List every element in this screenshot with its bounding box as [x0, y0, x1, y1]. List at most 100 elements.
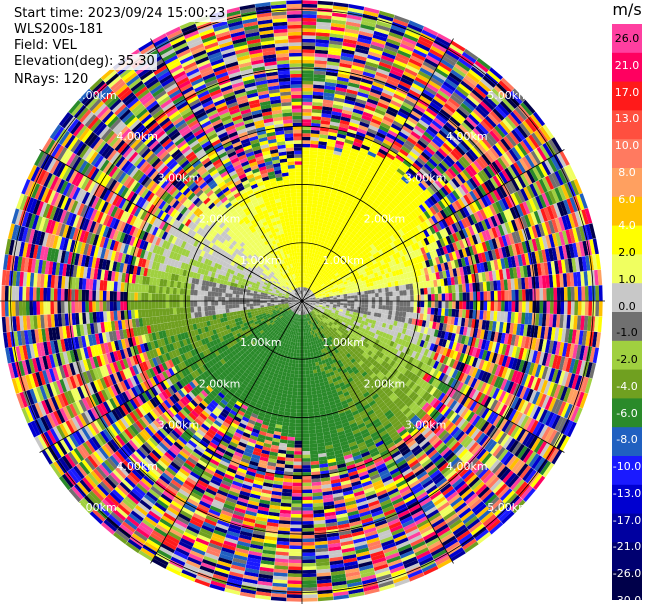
range-gate [316, 28, 331, 34]
range-gate [321, 113, 332, 118]
range-gate [313, 369, 318, 374]
range-gate [325, 71, 338, 77]
range-gate [330, 222, 336, 228]
range-gate [336, 245, 341, 250]
range-gate [309, 433, 317, 438]
range-gate [581, 286, 586, 301]
range-gate [340, 152, 350, 158]
range-gate [343, 293, 348, 297]
range-gate [452, 301, 456, 309]
range-gate [308, 238, 312, 243]
range-gate [422, 113, 434, 123]
range-gate [371, 304, 376, 309]
range-gate [385, 79, 399, 87]
range-gate [459, 301, 463, 310]
range-gate [327, 138, 336, 144]
range-gate [375, 71, 389, 79]
range-gate [371, 297, 376, 301]
range-gate [303, 325, 305, 329]
range-gate [452, 66, 467, 78]
range-gate [364, 290, 369, 295]
range-gate [375, 170, 384, 178]
range-gate [302, 234, 306, 239]
range-gate [344, 138, 354, 145]
range-gate [501, 301, 505, 312]
range-gate [413, 301, 418, 307]
range-gate [401, 74, 415, 83]
range-gate [302, 168, 309, 172]
range-gate [364, 304, 369, 308]
range-gate [390, 176, 399, 185]
range-gate [315, 35, 330, 41]
range-gate [451, 308, 456, 317]
range-gate [368, 167, 377, 174]
range-gate [306, 252, 310, 257]
range-gate [405, 95, 418, 105]
range-gate [310, 214, 316, 219]
range-gate [360, 166, 369, 174]
range-gate [370, 88, 382, 96]
range-gate [329, 196, 336, 202]
range-gate [441, 105, 454, 117]
range-gate [360, 24, 375, 31]
range-gate [363, 6, 380, 14]
range-gate [359, 210, 366, 217]
range-gate [324, 239, 329, 244]
range-gate [315, 165, 324, 170]
range-gate [309, 252, 313, 257]
range-gate [556, 301, 561, 315]
range-gate [302, 241, 305, 246]
range-gate [364, 189, 373, 196]
range-gate [367, 150, 377, 158]
range-gate [337, 130, 348, 136]
range-gate [330, 164, 339, 170]
range-gate [378, 288, 382, 293]
range-gate [336, 191, 344, 197]
range-gate [361, 294, 365, 298]
range-gate [421, 64, 435, 74]
range-gate [304, 259, 307, 263]
range-gate [337, 165, 346, 172]
range-gate [380, 122, 391, 130]
range-gate [314, 265, 318, 269]
range-gate [310, 380, 316, 385]
range-gate [357, 91, 369, 99]
range-gate [444, 308, 449, 317]
range-gate [450, 69, 465, 81]
range-gate [397, 83, 410, 93]
range-gate [330, 29, 345, 36]
range-gate [315, 172, 323, 177]
range-gate [302, 178, 309, 183]
range-gate [340, 155, 349, 162]
range-gate [415, 142, 426, 152]
range-gate [311, 283, 315, 287]
range-gate [302, 150, 310, 155]
range-gate [304, 339, 307, 343]
range-gate [331, 189, 338, 195]
range-gate [458, 57, 473, 69]
range-gate [403, 122, 415, 131]
range-gate [351, 230, 357, 236]
range-gate [314, 221, 319, 226]
range-gate [411, 82, 425, 92]
range-gate [388, 103, 401, 111]
range-gate [441, 286, 446, 294]
range-gate [381, 287, 386, 293]
range-gate [308, 168, 316, 173]
range-gate [367, 286, 372, 291]
range-gate [458, 284, 463, 293]
range-gate [391, 143, 401, 152]
range-gate [311, 203, 318, 208]
range-gate [303, 276, 305, 281]
range-gate [308, 182, 315, 187]
range-gate [388, 179, 397, 187]
range-gate [468, 69, 483, 81]
range-gate [349, 173, 358, 180]
range-gate [344, 213, 351, 220]
range-gate [317, 4, 333, 9]
range-gate [359, 147, 369, 154]
range-gate [321, 176, 328, 182]
range-gate [358, 88, 370, 95]
range-gate [405, 312, 410, 318]
range-gate [368, 304, 372, 309]
